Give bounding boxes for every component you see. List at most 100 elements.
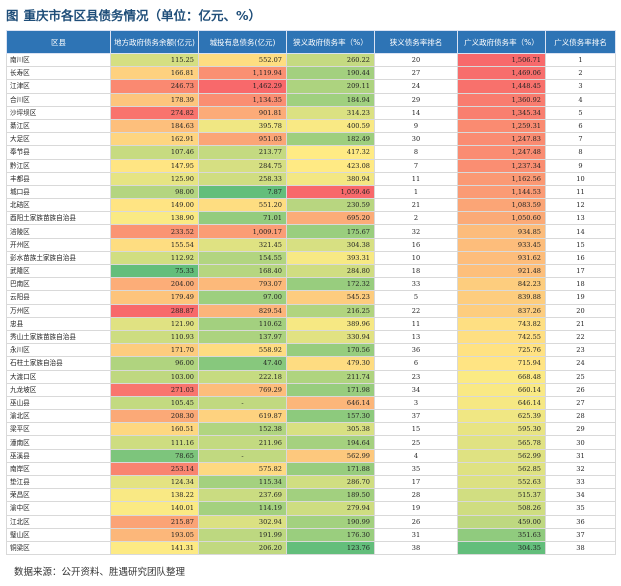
narrow-rank-cell: 37 [374,409,458,424]
broad-rank-cell: 24 [545,356,616,371]
local-debt-cell: 112.92 [110,250,199,266]
table-row: 忠县 121.90 110.62 389.96 11 743.82 21 [6,316,616,331]
broad-ratio-cell: 625.39 [457,409,546,424]
broad-rank-cell: 11 [545,184,616,200]
lgfv-debt-cell: 115.34 [198,474,287,490]
broad-rank-cell: 3 [545,79,616,94]
header-narrow-ratio: 狭义政府债务率（%） [286,30,375,54]
broad-ratio-cell: 1,259.31 [457,118,546,134]
table-row: 酉阳土家族苗族自治县 138.90 71.01 695.20 2 1,050.60 13 [6,211,616,226]
narrow-rank-cell: 16 [374,237,458,252]
narrow-ratio-cell: 330.94 [286,329,375,345]
narrow-rank-cell: 19 [374,501,458,516]
table-row: 大足区 162.91 951.03 182.49 30 1,247.83 7 [6,132,616,147]
narrow-ratio-cell: 286.70 [286,474,375,490]
broad-ratio-cell: 1,345.34 [457,105,546,120]
lgfv-debt-cell: 1,134.35 [198,92,287,107]
district-name-cell: 綦江区 [6,118,111,134]
narrow-rank-cell: 35 [374,461,458,477]
local-debt-cell: 193.05 [110,527,199,542]
narrow-ratio-cell: 423.08 [286,158,375,173]
local-debt-cell: 171.70 [110,343,199,358]
district-name-cell: 荣昌区 [6,488,111,503]
broad-ratio-cell: 743.82 [457,316,546,331]
lgfv-debt-cell: - [198,448,287,463]
district-name-cell: 巴南区 [6,277,111,292]
local-debt-cell: 121.90 [110,316,199,331]
lgfv-debt-cell: 552.07 [198,52,287,68]
data-source-note: 数据来源：公开资料、胜遇研究团队整理 [14,567,186,578]
broad-rank-cell: 4 [545,92,616,107]
table-body: 南川区 115.25 552.07 260.22 20 1,506.71 1 长寿区 166.8… [6,52,616,556]
table-row: 奉节县 107.46 213.77 417.32 8 1,247.48 8 [6,145,616,160]
local-debt-cell: 78.65 [110,448,199,463]
district-name-cell: 武隆区 [6,263,111,279]
table-row: 潼南区 111.16 211.96 194.64 25 565.78 30 [6,435,616,450]
broad-ratio-cell: 921.48 [457,263,546,279]
lgfv-debt-cell: 302.94 [198,514,287,529]
table-row: 九龙坡区 271.03 769.29 171.98 34 660.14 26 [6,382,616,397]
narrow-rank-cell: 3 [374,395,458,411]
lgfv-debt-cell: 1,009.17 [198,224,287,239]
figure-mark: 图 [6,8,19,23]
narrow-rank-cell: 2 [374,211,458,226]
narrow-ratio-cell: 393.31 [286,250,375,266]
broad-ratio-cell: 660.14 [457,382,546,397]
narrow-ratio-cell: 211.74 [286,369,375,384]
local-debt-cell: 155.54 [110,237,199,252]
narrow-rank-cell: 18 [374,263,458,279]
table-row: 南岸区 253.14 575.82 171.88 35 562.85 32 [6,461,616,477]
broad-ratio-cell: 1,050.60 [457,211,546,226]
district-name-cell: 梁平区 [6,422,111,437]
narrow-rank-cell: 31 [374,527,458,542]
table-row: 璧山区 193.05 191.99 176.30 31 351.63 37 [6,527,616,542]
broad-rank-cell: 5 [545,105,616,120]
broad-ratio-cell: 715.94 [457,356,546,371]
narrow-rank-cell: 25 [374,435,458,450]
broad-rank-cell: 9 [545,158,616,173]
table-row: 云阳县 179.49 97.00 545.23 5 839.88 19 [6,290,616,305]
broad-rank-cell: 10 [545,171,616,186]
table-row: 垫江县 124.34 115.34 286.70 17 552.63 33 [6,474,616,490]
district-name-cell: 璧山区 [6,527,111,542]
broad-rank-cell: 21 [545,316,616,331]
broad-ratio-cell: 842.23 [457,277,546,292]
lgfv-debt-cell: 1,119.94 [198,66,287,81]
narrow-rank-cell: 33 [374,277,458,292]
local-debt-cell: 96.00 [110,356,199,371]
local-debt-cell: 208.30 [110,409,199,424]
narrow-ratio-cell: 1,059.46 [286,184,375,200]
broad-ratio-cell: 508.26 [457,501,546,516]
header-row: 区县 地方政府债务余额(亿元) 城投有息债务(亿元) 狭义政府债务率（%） 狭义… [6,30,616,54]
table-row: 北碚区 149.00 551.20 230.59 21 1,083.59 12 [6,198,616,213]
local-debt-cell: 166.81 [110,66,199,81]
header-lgfv-debt: 城投有息债务(亿元) [198,30,287,54]
broad-rank-cell: 1 [545,52,616,68]
local-debt-cell: 138.90 [110,211,199,226]
broad-ratio-cell: 1,469.06 [457,66,546,81]
lgfv-debt-cell: 258.33 [198,171,287,186]
broad-rank-cell: 8 [545,145,616,160]
narrow-rank-cell: 23 [374,369,458,384]
local-debt-cell: 179.49 [110,290,199,305]
lgfv-debt-cell: 237.69 [198,488,287,503]
narrow-ratio-cell: 695.20 [286,211,375,226]
broad-rank-cell: 29 [545,422,616,437]
narrow-ratio-cell: 389.96 [286,316,375,331]
narrow-rank-cell: 24 [374,79,458,94]
debt-table: 区县 地方政府债务余额(亿元) 城投有息债务(亿元) 狭义政府债务率（%） 狭义… [6,30,616,556]
broad-ratio-cell: 595.30 [457,422,546,437]
narrow-ratio-cell: 171.98 [286,382,375,397]
district-name-cell: 大足区 [6,132,111,147]
lgfv-debt-cell: 152.38 [198,422,287,437]
lgfv-debt-cell: 1,462.29 [198,79,287,94]
district-name-cell: 黔江区 [6,158,111,173]
table-row: 巫山县 105.45-646.14 3 646.14 27 [6,395,616,411]
header-broad-rank: 广义债务率排名 [545,30,616,54]
narrow-rank-cell: 5 [374,290,458,305]
header-district: 区县 [6,30,111,54]
district-name-cell: 奉节县 [6,145,111,160]
lgfv-debt-cell: 558.92 [198,343,287,358]
local-debt-cell: 233.52 [110,224,199,239]
broad-rank-cell: 15 [545,237,616,252]
